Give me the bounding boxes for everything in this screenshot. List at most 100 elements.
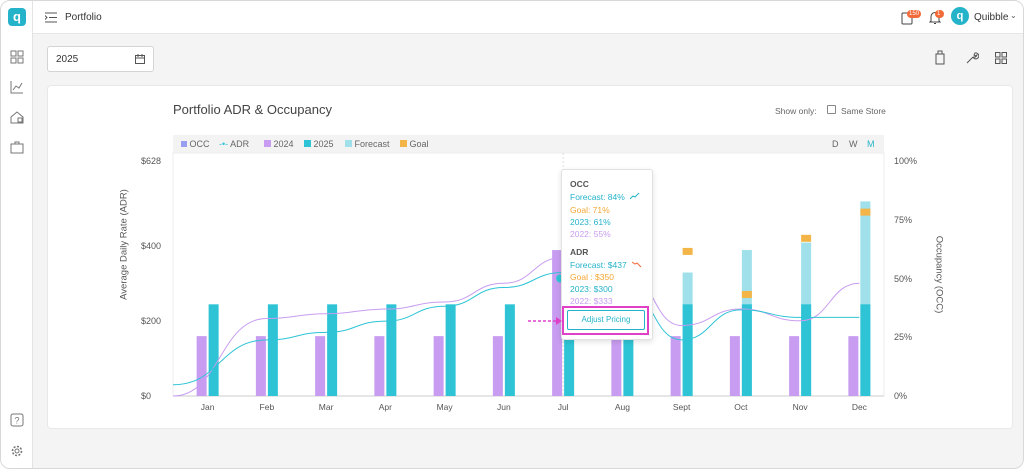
goal-marker — [741, 290, 752, 298]
tooltip-adr-forecast: Forecast: $437 — [570, 260, 627, 270]
trend-up-icon — [630, 192, 640, 200]
chart-title: Portfolio ADR & Occupancy — [173, 102, 332, 117]
bar-2025 — [801, 304, 812, 396]
svg-text:?: ? — [14, 416, 19, 426]
bar-2025 — [564, 304, 575, 396]
y-right-tick-label: 0% — [894, 391, 908, 401]
date-picker[interactable]: 2025 — [47, 46, 154, 72]
chart-legend — [173, 135, 884, 153]
y-right-tick-label: 25% — [894, 332, 913, 343]
y-left-tick-label: $400 — [141, 241, 162, 252]
app-logo[interactable]: q — [8, 8, 26, 26]
x-tick-label: Aug — [615, 402, 630, 412]
bar-2024 — [492, 336, 503, 396]
chevron-down-icon[interactable]: ⌄ — [1010, 11, 1017, 20]
settings-gear-icon[interactable] — [10, 444, 24, 458]
bar-2024 — [196, 336, 207, 396]
bar-2024 — [729, 336, 740, 396]
briefcase-icon[interactable] — [10, 140, 24, 154]
x-tick-label: Jan — [201, 402, 215, 412]
x-tick-label: Jul — [558, 402, 569, 412]
legend-occ[interactable]: OCC — [181, 139, 210, 149]
bar-2024 — [315, 336, 326, 396]
tooltip-adr-title: ADR — [570, 247, 589, 257]
y-right-tick-label: 100% — [894, 156, 918, 166]
bar-2024 — [255, 336, 266, 396]
tooltip-occ-2022: 2022: 55% — [570, 229, 611, 239]
bar-2025 — [741, 304, 752, 396]
legend-goal[interactable]: Goal — [400, 139, 429, 149]
y-right-tick-label: 75% — [894, 214, 913, 225]
export-icon[interactable] — [934, 49, 946, 65]
view-month-button[interactable]: M — [867, 139, 875, 149]
y-right-tick-label: 50% — [894, 273, 913, 284]
bar-2025 — [208, 304, 219, 396]
view-day-button[interactable]: D — [832, 139, 839, 149]
bar-2024 — [433, 336, 444, 396]
legend-forecast[interactable]: Forecast — [345, 139, 390, 149]
highlight-box — [562, 306, 649, 335]
grid-view-icon[interactable] — [995, 52, 1007, 64]
x-tick-label: Sept — [673, 402, 691, 412]
bar-2025 — [445, 304, 456, 396]
y-left-tick-label: $628 — [141, 156, 162, 166]
dashboard-icon[interactable] — [10, 50, 24, 64]
x-tick-label: Mar — [319, 402, 334, 412]
bar-2025 — [682, 304, 693, 396]
x-tick-label: Feb — [260, 402, 275, 412]
tooltip-adr-2022: 2022: $333 — [570, 296, 613, 306]
tasks-badge: 150 — [907, 10, 922, 18]
bar-2025 — [623, 304, 634, 396]
property-icon[interactable] — [10, 110, 24, 124]
occ-line — [172, 256, 860, 397]
date-value: 2025 — [56, 54, 79, 65]
x-tick-label: Jun — [497, 402, 511, 412]
goal-marker — [682, 247, 693, 255]
tooltip-adr-goal: Goal : $350 — [570, 272, 614, 282]
legend-2024[interactable]: 2024 — [264, 139, 294, 149]
goal-marker — [801, 234, 812, 242]
x-tick-label: Nov — [793, 402, 809, 412]
sidebar: q ? — [1, 1, 33, 468]
menu-collapse-icon[interactable] — [45, 12, 57, 23]
avatar[interactable]: q — [951, 7, 969, 25]
bar-2025 — [386, 304, 397, 396]
legend-adr[interactable]: -•- ADR — [219, 139, 250, 149]
show-only-label: Show only: — [775, 106, 817, 116]
adjust-pricing-button[interactable]: Adjust Pricing — [567, 310, 645, 330]
chart-icon[interactable] — [10, 80, 24, 94]
user-name[interactable]: Quibble — [974, 12, 1009, 23]
bar-2024 — [611, 336, 622, 396]
bar-2025 — [327, 304, 338, 396]
bar-2025 — [504, 304, 515, 396]
view-week-button[interactable]: W — [849, 139, 858, 149]
wrench-icon[interactable] — [965, 51, 979, 65]
trend-down-icon — [632, 261, 642, 268]
bell-badge: 1 — [935, 10, 944, 18]
tooltip-occ-title: OCC — [570, 179, 589, 189]
goal-marker — [860, 208, 871, 216]
tooltip-adr-2023: 2023: $300 — [570, 284, 613, 294]
bar-2024 — [848, 336, 859, 396]
same-store-checkbox[interactable] — [827, 105, 836, 114]
top-bar: Portfolio 150 1 q Quibble ⌄ — [33, 1, 1023, 34]
bar-2024 — [789, 336, 800, 396]
calendar-icon[interactable] — [135, 54, 145, 64]
y-left-tick-label: $0 — [141, 391, 152, 401]
x-tick-label: May — [437, 402, 454, 412]
y-left-tick-label: $200 — [141, 316, 162, 327]
bar-2025 — [860, 304, 871, 396]
bar-2025 — [267, 304, 278, 396]
tooltip-occ-goal: Goal: 71% — [570, 205, 610, 215]
help-icon[interactable]: ? — [10, 413, 24, 427]
page-title: Portfolio — [65, 12, 102, 23]
same-store-label[interactable]: Same Store — [841, 106, 886, 116]
legend-2025[interactable]: 2025 — [304, 139, 334, 149]
bar-2024 — [374, 336, 385, 396]
x-tick-label: Apr — [379, 402, 392, 412]
x-tick-label: Oct — [734, 402, 748, 412]
adr-line — [172, 272, 860, 386]
x-tick-label: Dec — [852, 402, 868, 412]
